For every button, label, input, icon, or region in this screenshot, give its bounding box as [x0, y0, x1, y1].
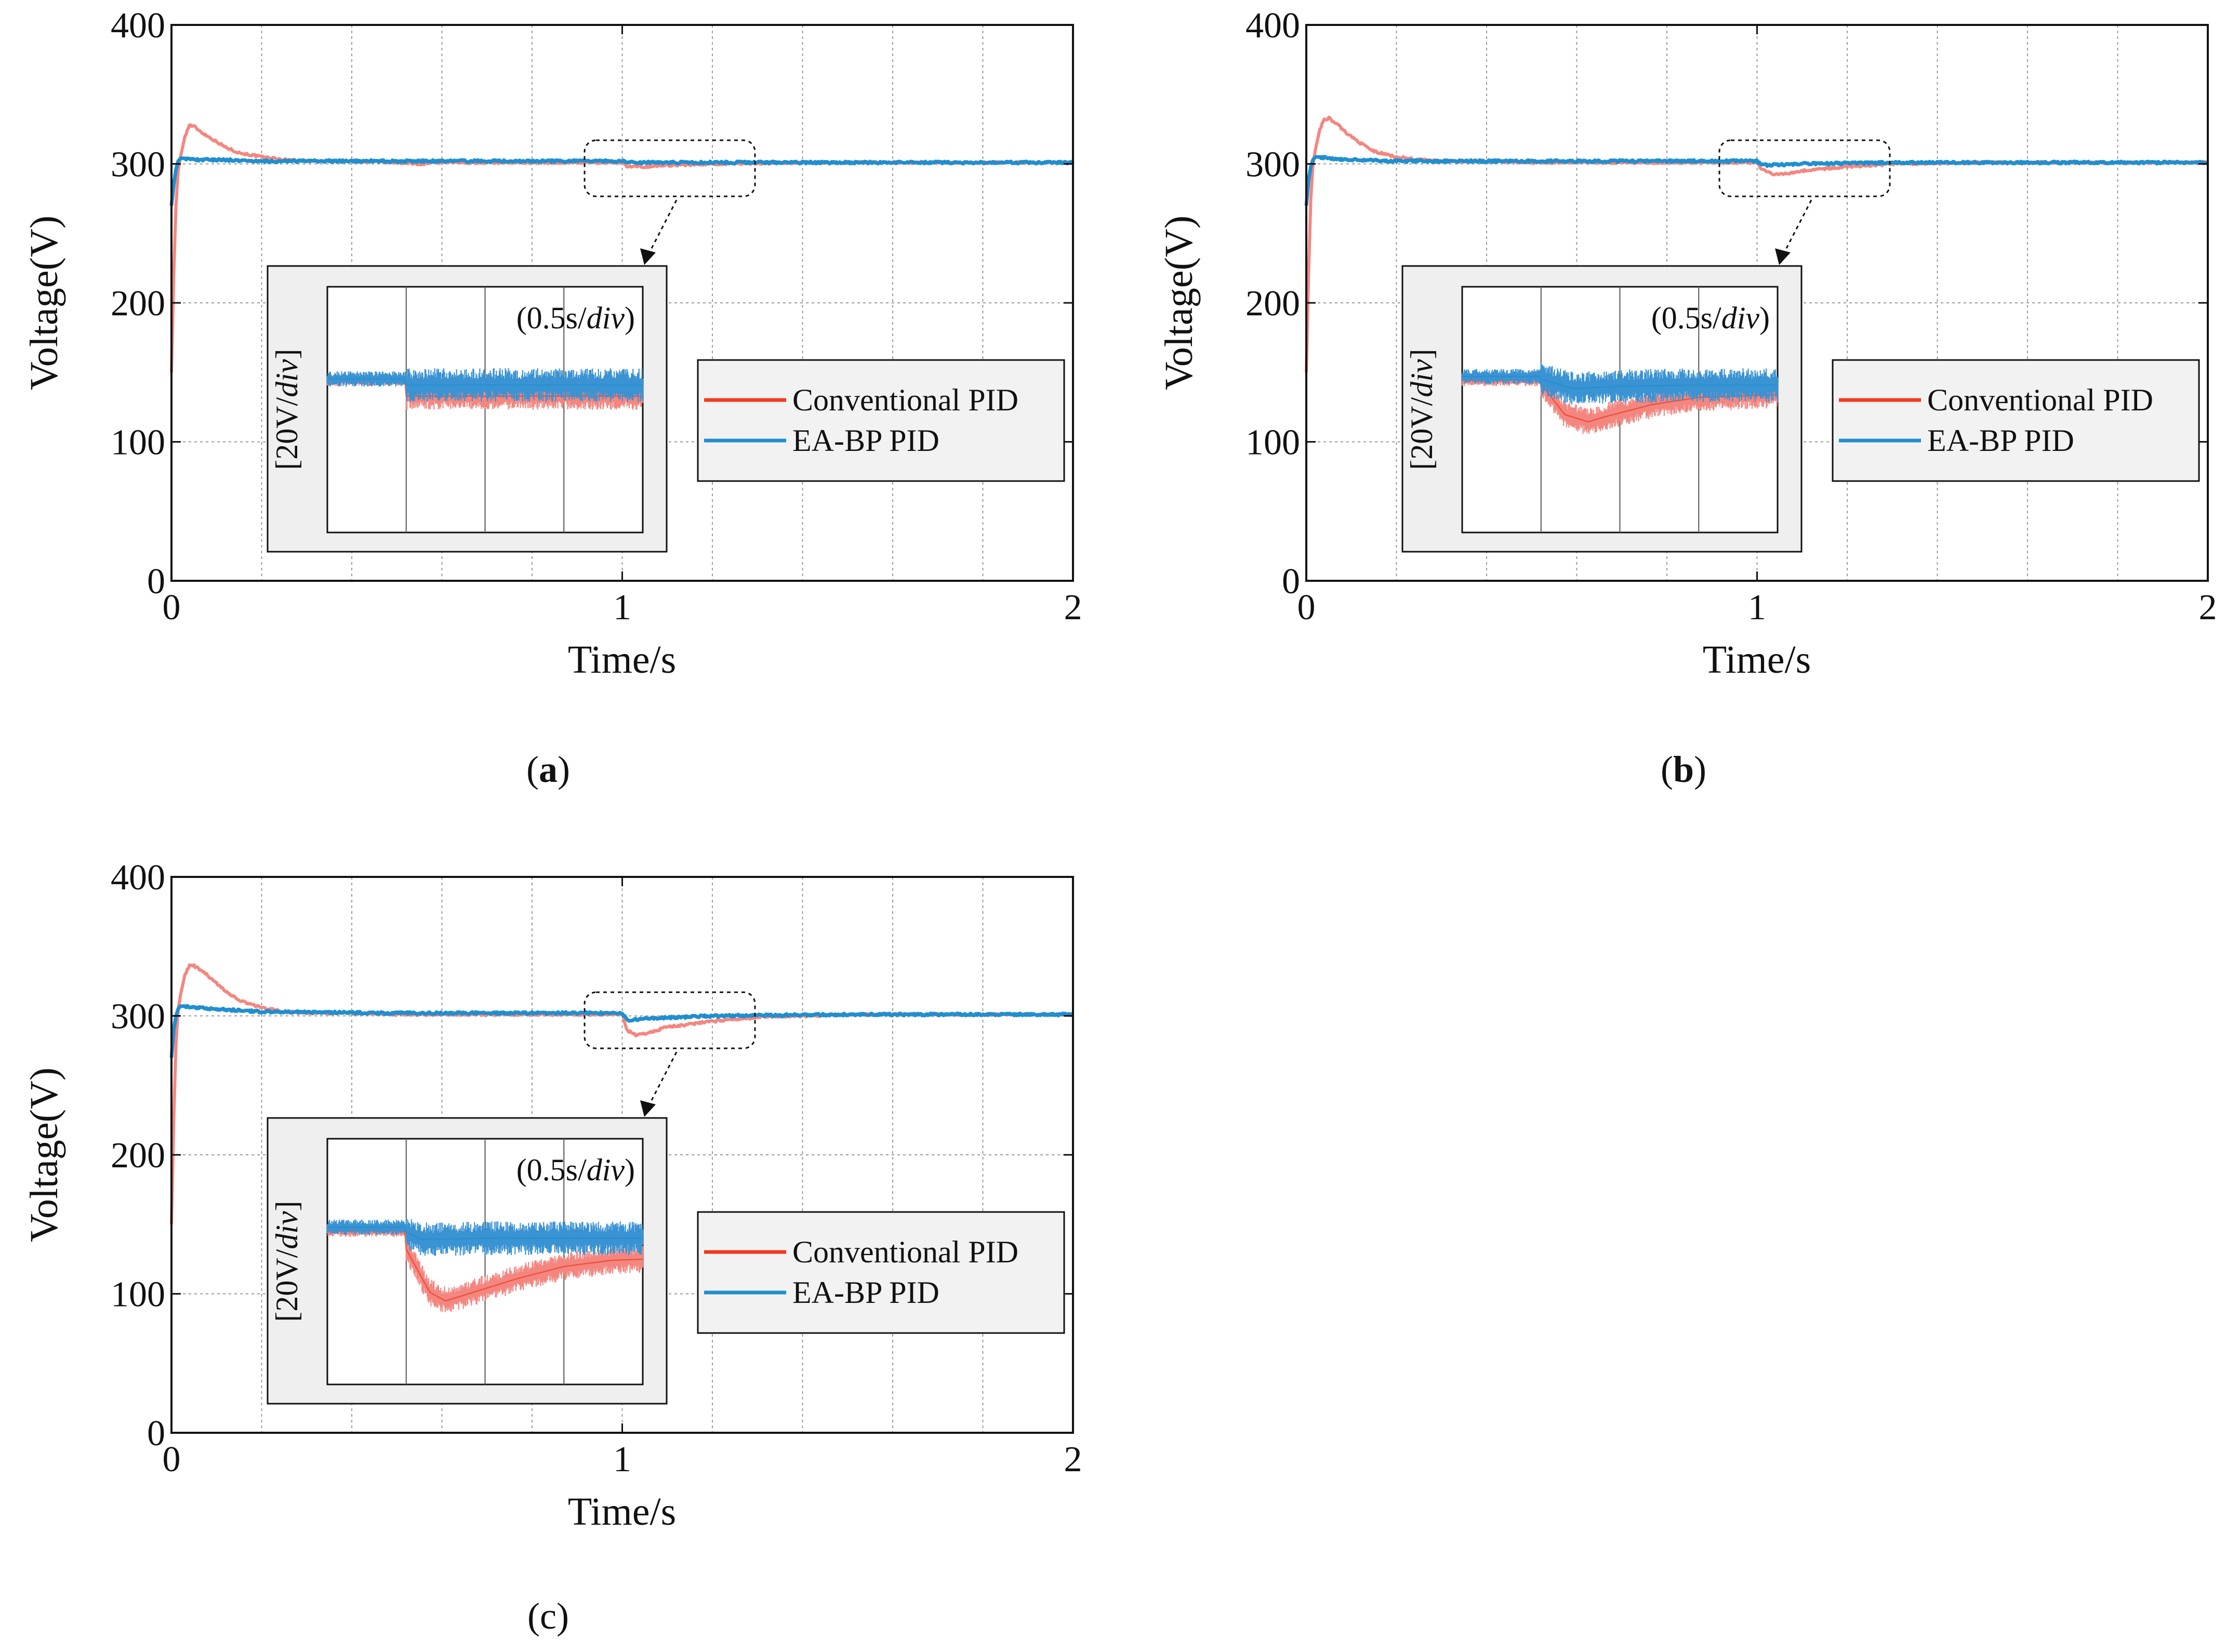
zoom-arrow-line [651, 1051, 678, 1101]
legend-label-ea-bp-pid: EA-BP PID [1927, 423, 2074, 458]
inset-time-scale-text: (0.5s/ [516, 301, 587, 335]
zoom-arrow-line [651, 199, 678, 249]
series-line-ea-bp-pid [1304, 155, 2209, 206]
x-tick-label: 2 [2199, 588, 2217, 628]
y-tick-label: 300 [111, 145, 165, 185]
panel-caption: (a) [526, 749, 570, 790]
y-tick-label: 0 [147, 562, 165, 602]
y-tick-label: 400 [111, 858, 165, 898]
zoom-region-box [584, 139, 756, 197]
legend-label-conventional-pid: Conventional PID [1927, 383, 2153, 417]
x-tick-label: 1 [613, 588, 631, 628]
inset-voltage-scale-div: div [270, 359, 304, 397]
legend-box [697, 359, 1065, 482]
zoom-arrow-line [1785, 199, 1812, 249]
inset-time-scale-close: ) [625, 1153, 635, 1187]
caption-letter: a [539, 749, 558, 790]
inset-voltage-scale-div: div [270, 1211, 304, 1249]
x-tick-label: 0 [1297, 588, 1316, 628]
inset-voltage-scale-div: div [1404, 359, 1439, 397]
y-tick-label: 200 [111, 1136, 165, 1176]
caption-open-paren: ( [526, 749, 539, 790]
series-line-ea-bp-pid [169, 1004, 1074, 1058]
x-tick-label: 2 [1064, 588, 1082, 628]
y-tick-label: 0 [147, 1414, 165, 1454]
x-tick-label: 1 [613, 1440, 631, 1480]
x-tick-label: 2 [1064, 1440, 1082, 1480]
caption-letter: b [1673, 749, 1694, 790]
inset-time-scale-label: (0.5s/div) [516, 1153, 635, 1187]
inset-voltage-scale-close: ] [1404, 349, 1439, 359]
x-tick-label: 0 [163, 588, 181, 628]
inset-time-scale-text: (0.5s/ [1651, 301, 1721, 335]
x-tick-label: 1 [1748, 588, 1766, 628]
legend-label-ea-bp-pid: EA-BP PID [792, 423, 939, 458]
chart-panel-a: 0 100 200 300 400 0 1 2 Time/s Voltage(V) (0.5s/di… [22, 6, 1082, 790]
inset-time-scale-close: ) [625, 301, 635, 335]
zoom-arrow-head [640, 1100, 656, 1117]
inset-voltage-scale-close: ] [270, 1201, 304, 1211]
y-tick-label: 200 [111, 284, 165, 324]
y-tick-label: 100 [111, 423, 165, 463]
zoom-arrow-head [1775, 248, 1791, 265]
inset-time-scale-label: (0.5s/div) [1651, 301, 1770, 335]
zoom-region-box [584, 991, 756, 1049]
y-tick-label: 400 [111, 6, 165, 46]
inset-voltage-scale-text: [20V/ [270, 1249, 304, 1322]
y-axis-label: Voltage(V) [1157, 216, 1201, 390]
y-tick-label: 0 [1282, 562, 1300, 602]
caption-close-paren: ) [1694, 749, 1706, 790]
x-axis-label: Time/s [568, 1490, 676, 1534]
inset-time-scale-div: div [587, 1153, 625, 1187]
legend-box [1832, 359, 2200, 482]
legend-label-ea-bp-pid: EA-BP PID [792, 1275, 939, 1310]
legend-label-conventional-pid: Conventional PID [792, 1235, 1018, 1269]
caption-close-paren: ) [556, 1595, 569, 1637]
panel-caption: (c) [527, 1595, 569, 1637]
caption-open-paren: ( [527, 1595, 540, 1637]
zoom-region-box [1718, 139, 1891, 197]
x-tick-label: 0 [163, 1440, 181, 1480]
x-axis-label: Time/s [568, 638, 676, 682]
inset-time-scale-div: div [1721, 301, 1760, 335]
caption-letter: c [540, 1595, 556, 1637]
chart-panel-b: 0 100 200 300 400 0 1 2 Time/s Voltage(V) (0.5s/di… [1157, 6, 2217, 790]
inset-time-scale-close: ) [1759, 301, 1770, 335]
chart-panel-c: 0 100 200 300 400 0 1 2 Time/s Voltage(V) (0.5s/di… [22, 858, 1082, 1637]
inset-ea-bp-pid-line [1462, 376, 1778, 390]
y-axis-label: Voltage(V) [22, 1068, 66, 1242]
y-axis-label: Voltage(V) [22, 216, 66, 390]
inset-ea-bp-pid-line [327, 1227, 643, 1241]
series-line-ea-bp-pid [169, 156, 1075, 206]
x-axis-label: Time/s [1703, 638, 1811, 682]
inset-time-scale-text: (0.5s/ [516, 1153, 587, 1187]
y-tick-label: 200 [1246, 284, 1300, 324]
caption-open-paren: ( [1661, 749, 1673, 790]
zoom-arrow-head [640, 248, 656, 265]
y-tick-label: 300 [111, 997, 165, 1037]
legend-label-conventional-pid: Conventional PID [792, 383, 1018, 417]
y-tick-label: 400 [1246, 6, 1300, 46]
inset-ea-bp-pid-line [327, 378, 643, 386]
panel-caption: (b) [1661, 749, 1706, 790]
inset-voltage-scale-close: ] [270, 349, 304, 359]
inset-voltage-scale-label: [20V/div] [1404, 349, 1439, 470]
y-tick-label: 100 [1246, 423, 1300, 463]
legend-box [697, 1211, 1065, 1334]
inset-voltage-scale-text: [20V/ [1404, 397, 1439, 470]
inset-time-scale-label: (0.5s/div) [516, 301, 635, 335]
y-tick-label: 100 [111, 1275, 165, 1315]
inset-voltage-scale-label: [20V/div] [270, 1201, 304, 1322]
y-tick-label: 300 [1246, 145, 1300, 185]
caption-close-paren: ) [558, 749, 570, 790]
inset-voltage-scale-text: [20V/ [270, 397, 304, 470]
inset-time-scale-div: div [587, 301, 625, 335]
inset-voltage-scale-label: [20V/div] [270, 349, 304, 470]
